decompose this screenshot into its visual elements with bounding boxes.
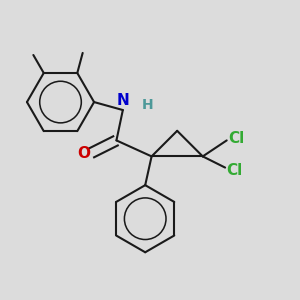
Text: N: N [116,94,129,109]
Text: H: H [141,98,153,112]
Text: Cl: Cl [228,131,244,146]
Text: O: O [77,146,90,161]
Text: Cl: Cl [227,163,243,178]
